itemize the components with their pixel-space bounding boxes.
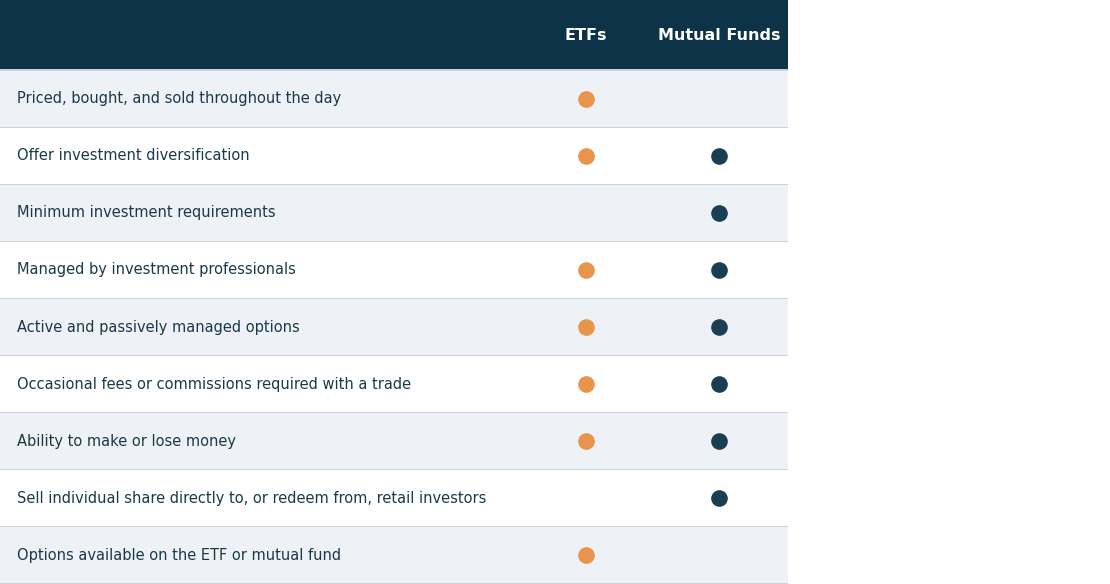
Bar (0, 583, 788, 584)
Text: Minimum investment requirements: Minimum investment requirements (17, 206, 275, 220)
Text: Options available on the ETF or mutual fund: Options available on the ETF or mutual f… (17, 548, 341, 563)
Bar (0, 527, 788, 584)
Text: Ability to make or lose money: Ability to make or lose money (17, 434, 235, 449)
Point (710, 380, 728, 389)
Point (577, 94, 595, 103)
Text: Occasional fees or commissions required with a trade: Occasional fees or commissions required … (17, 377, 411, 392)
Point (577, 437, 595, 446)
Point (577, 551, 595, 560)
Bar (0, 469, 788, 470)
Bar (0, 298, 788, 299)
Point (710, 437, 728, 446)
Point (577, 380, 595, 389)
Bar (0, 241, 788, 242)
Bar (0, 185, 788, 241)
Bar (0, 0, 788, 70)
Bar (0, 298, 788, 356)
Bar (0, 241, 788, 298)
Text: ETFs: ETFs (565, 27, 607, 43)
Bar (0, 470, 788, 527)
Point (710, 151, 728, 161)
Bar (0, 127, 788, 185)
Text: Sell individual share directly to, or redeem from, retail investors: Sell individual share directly to, or re… (17, 491, 486, 506)
Text: Offer investment diversification: Offer investment diversification (17, 148, 250, 164)
Point (710, 208, 728, 217)
Point (710, 493, 728, 503)
Bar (0, 412, 788, 413)
Text: Mutual Funds: Mutual Funds (658, 27, 780, 43)
Bar (0, 356, 788, 413)
Point (710, 265, 728, 274)
Bar (0, 184, 788, 185)
Bar (0, 69, 788, 71)
Bar (0, 355, 788, 356)
Text: Managed by investment professionals: Managed by investment professionals (17, 262, 295, 277)
Bar (0, 526, 788, 527)
Text: Priced, bought, and sold throughout the day: Priced, bought, and sold throughout the … (17, 91, 341, 106)
Bar (0, 70, 788, 127)
Bar (0, 127, 788, 128)
Point (577, 322, 595, 332)
Point (577, 265, 595, 274)
Bar (0, 413, 788, 470)
Text: Active and passively managed options: Active and passively managed options (17, 319, 300, 335)
Point (577, 151, 595, 161)
Point (710, 322, 728, 332)
